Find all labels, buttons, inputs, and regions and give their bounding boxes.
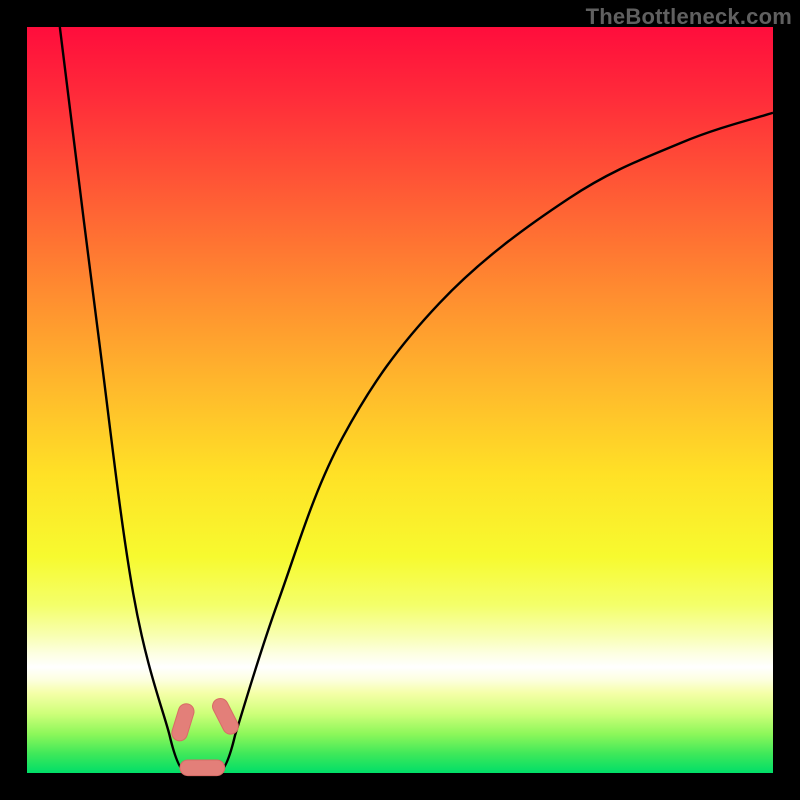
curve-marker-right-pill <box>210 696 241 737</box>
curve-layer <box>27 27 773 773</box>
plot-outer <box>27 27 773 773</box>
marker-group <box>170 696 241 776</box>
curve-marker-bottom-pill <box>180 760 225 776</box>
bottleneck-curve <box>60 27 773 773</box>
watermark-text: TheBottleneck.com <box>586 4 792 30</box>
plot-area <box>27 27 773 773</box>
curve-marker-left-pill <box>170 702 196 743</box>
figure-frame: { "watermark": { "text": "TheBottleneck.… <box>0 0 800 800</box>
